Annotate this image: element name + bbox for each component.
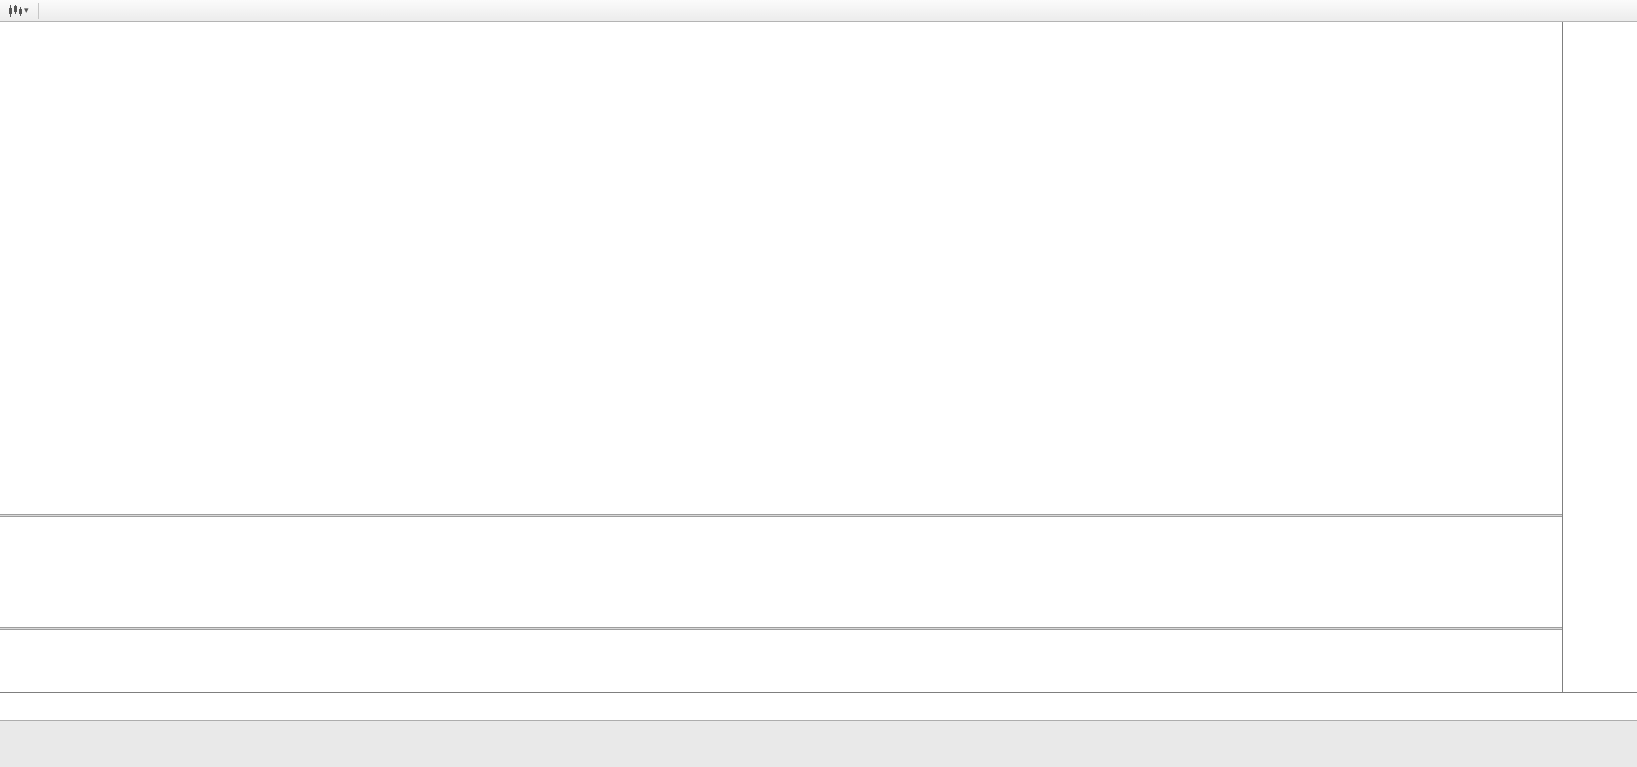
chart-tab-bar bbox=[0, 720, 1637, 767]
chart-title bbox=[4, 25, 33, 37]
toolbar-separator bbox=[37, 2, 39, 19]
rsi-indicator-pane[interactable] bbox=[0, 517, 1562, 627]
price-chart-pane[interactable] bbox=[0, 22, 1562, 514]
candlestick-chart-icon[interactable]: ▾ bbox=[4, 2, 33, 20]
pane-splitter[interactable] bbox=[0, 514, 1637, 517]
chevron-down-icon: ▾ bbox=[24, 5, 29, 15]
rsi-label bbox=[4, 520, 10, 532]
pane-splitter[interactable] bbox=[0, 627, 1637, 630]
macd-label bbox=[4, 633, 16, 645]
timeframe-toolbar: ▾ bbox=[0, 0, 1637, 22]
date-axis[interactable] bbox=[0, 692, 1637, 720]
macd-indicator-pane[interactable] bbox=[0, 630, 1562, 692]
price-axis[interactable] bbox=[1562, 22, 1637, 692]
